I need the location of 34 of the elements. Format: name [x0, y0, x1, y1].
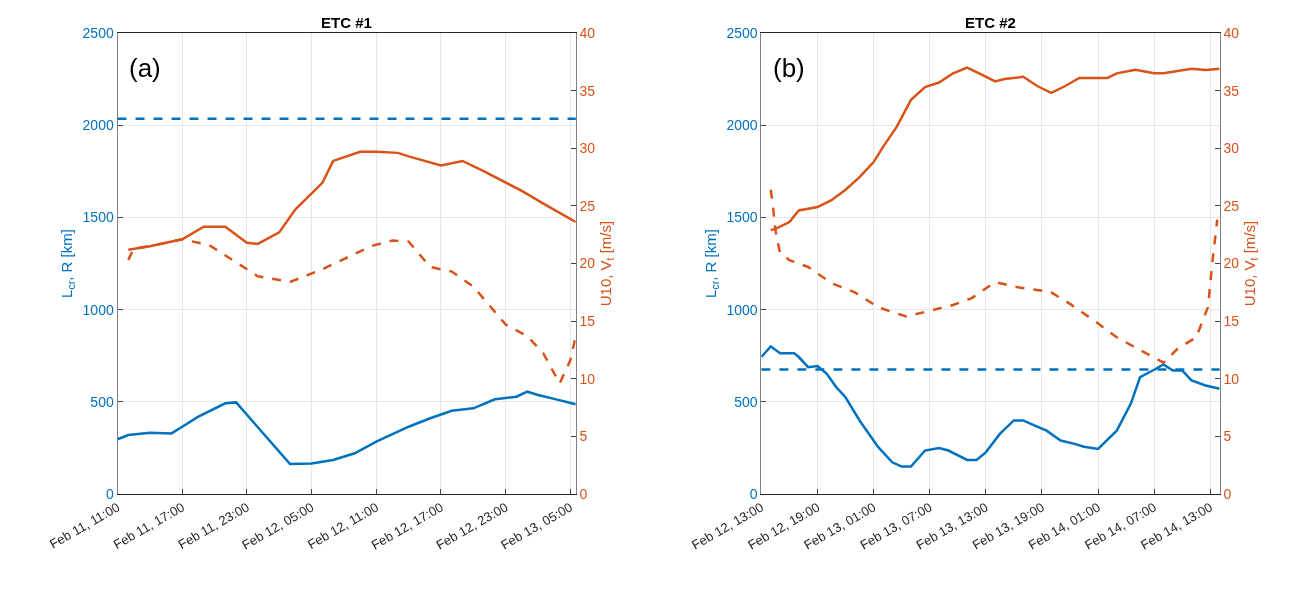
y2-tick-label: 0 [579, 485, 588, 502]
y2-tick-label: 30 [1223, 140, 1240, 157]
y2-tick-label: 20 [579, 255, 596, 272]
y-tick-label: 0 [105, 485, 114, 502]
y2-tick-label: 35 [1223, 82, 1240, 99]
chart-title: ETC #1 [321, 14, 372, 31]
annotation: (a) [129, 53, 161, 83]
y2-tick-label: 10 [579, 370, 596, 387]
chart-title: ETC #2 [965, 14, 1016, 31]
y-tick-label: 2500 [726, 24, 758, 41]
y-tick-label: 500 [90, 393, 114, 410]
y2-tick-label: 25 [1223, 197, 1240, 214]
y-tick-label: 1500 [726, 209, 758, 226]
y-tick-label: 2000 [82, 117, 114, 134]
y2-tick-label: 20 [1223, 255, 1240, 272]
y2-tick-label: 5 [579, 428, 588, 445]
y-tick-label: 1000 [82, 301, 114, 318]
y2-tick-label: 15 [579, 313, 596, 330]
y2-tick-label: 10 [1223, 370, 1240, 387]
y2-tick-label: 5 [1223, 428, 1232, 445]
y2-tick-label: 35 [579, 82, 596, 99]
y2-tick-label: 30 [579, 140, 596, 157]
y-tick-label: 0 [749, 485, 758, 502]
y2-tick-label: 40 [579, 24, 596, 41]
y-tick-label: 1500 [82, 209, 114, 226]
y-tick-label: 2500 [82, 24, 114, 41]
y-tick-label: 2000 [726, 117, 758, 134]
y2-tick-label: 40 [1223, 24, 1240, 41]
annotation: (b) [773, 53, 805, 83]
y2-tick-label: 0 [1223, 485, 1232, 502]
y2-tick-label: 15 [1223, 313, 1240, 330]
y-tick-label: 1000 [726, 301, 758, 318]
y-tick-label: 500 [734, 393, 758, 410]
y2-tick-label: 25 [579, 197, 596, 214]
